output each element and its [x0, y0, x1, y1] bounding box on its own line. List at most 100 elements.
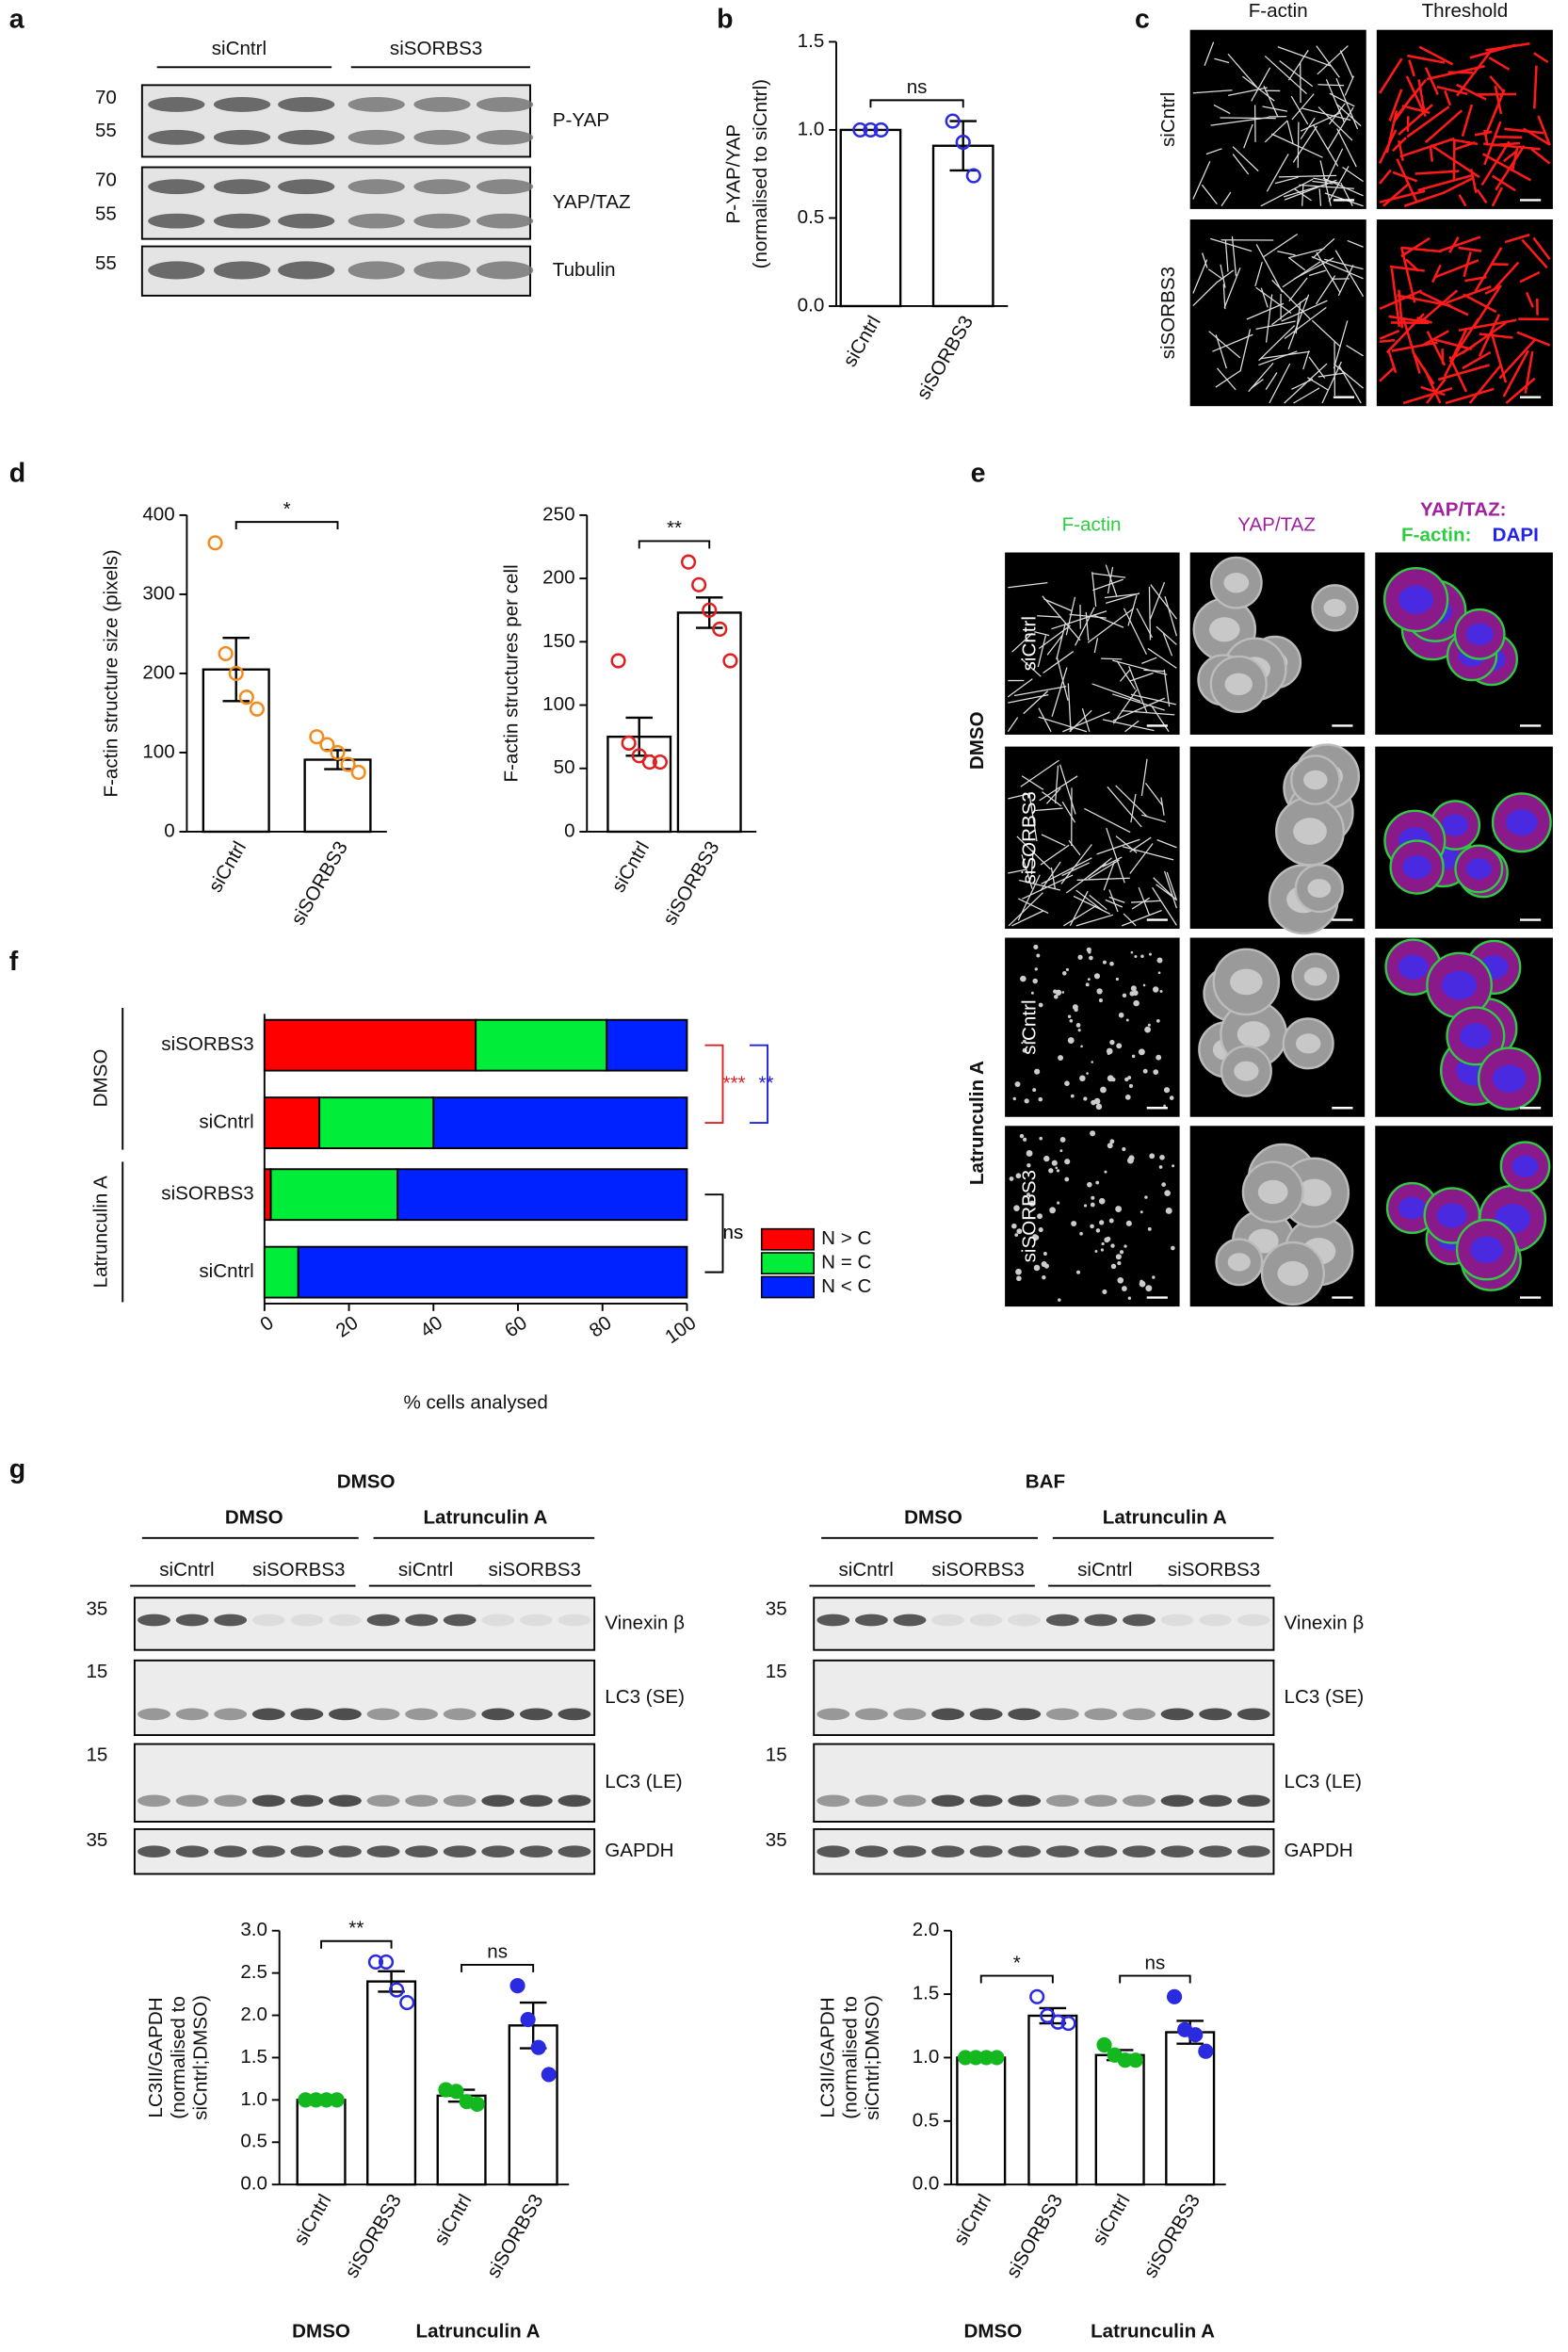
- x-group-label: DMSO: [292, 2321, 350, 2343]
- x-tick-label: 100: [661, 1312, 700, 1349]
- speckle: [1164, 1190, 1171, 1196]
- significance-bracket: [704, 1194, 722, 1272]
- speckle: [1034, 1265, 1041, 1272]
- speckle: [1140, 1280, 1143, 1284]
- blot-band: [894, 1709, 927, 1721]
- significance-label: *: [283, 498, 291, 520]
- speckle: [1156, 1019, 1160, 1023]
- blot-band: [1123, 1614, 1156, 1627]
- x-tick-label: siCntrl: [429, 2191, 476, 2249]
- data-point: [1168, 1990, 1181, 2003]
- blot-row-label: LC3 (LE): [605, 1771, 682, 1792]
- blot-band: [214, 1709, 247, 1721]
- bar: [1028, 2016, 1076, 2184]
- y-tick-label: siSORBS3: [161, 1183, 253, 1205]
- speckle: [1083, 1096, 1087, 1100]
- x-group-label: Latrunculin A: [1091, 2321, 1215, 2343]
- x-tick-label: siCntrl: [289, 2191, 335, 2249]
- blot-band: [367, 1794, 400, 1807]
- speckle: [1096, 988, 1102, 994]
- blot-row-label: LC3 (LE): [1285, 1771, 1362, 1792]
- legend-label: N = C: [821, 1252, 871, 1273]
- speckle: [1078, 1029, 1081, 1031]
- speckle: [1131, 951, 1134, 954]
- speckle: [1120, 1250, 1123, 1254]
- speckle: [1062, 991, 1065, 994]
- x-tick-label: siSORBS3: [287, 837, 352, 929]
- bar-segment: [476, 1020, 606, 1071]
- blot-band: [252, 1709, 285, 1721]
- blot-band: [278, 97, 334, 112]
- speckle: [1090, 1225, 1094, 1229]
- speckle: [1057, 1169, 1059, 1172]
- group-label: DMSO: [966, 711, 988, 770]
- blot-band: [970, 1614, 1003, 1627]
- blot-band: [931, 1845, 964, 1857]
- nucleus: [1296, 1033, 1320, 1053]
- speckle: [1064, 1080, 1070, 1086]
- significance-bracket: [870, 100, 962, 107]
- blot-band: [855, 1614, 888, 1627]
- legend-swatch: [762, 1253, 814, 1273]
- fiber: [1298, 122, 1299, 168]
- blot-row-label: Tubulin: [553, 259, 616, 281]
- nucleus: [1398, 955, 1429, 980]
- blot-band: [278, 214, 334, 229]
- speckle: [1116, 978, 1119, 981]
- y-axis-label: F-actin structure size (pixels): [101, 549, 122, 797]
- nucleus: [1398, 586, 1433, 614]
- y-tick-label: 1.5: [798, 30, 825, 52]
- blot-band: [1046, 1614, 1079, 1627]
- blot-band: [348, 214, 405, 229]
- speckle: [1013, 1097, 1016, 1100]
- speckle: [1122, 1147, 1125, 1151]
- blot-band: [444, 1794, 477, 1807]
- y-tick-label: 150: [542, 630, 574, 652]
- legend-swatch: [762, 1276, 814, 1297]
- blot-strip: [142, 168, 530, 239]
- y-axis-label: LC3II/GAPDH: [145, 1997, 167, 2117]
- nucleus: [1258, 1180, 1288, 1204]
- speckle: [1128, 1297, 1131, 1300]
- data-point: [522, 2013, 535, 2026]
- speckle: [1134, 955, 1137, 958]
- speckle: [1158, 971, 1161, 974]
- speckle: [1039, 1097, 1043, 1102]
- blot-band: [1084, 1794, 1117, 1807]
- data-point: [542, 2068, 556, 2082]
- blot-band: [278, 179, 334, 194]
- blot-band: [1084, 1845, 1117, 1857]
- x-tick-label: 20: [332, 1312, 363, 1342]
- y-tick-label: 400: [142, 503, 174, 525]
- blot-strip: [814, 1661, 1273, 1735]
- speckle: [1091, 1100, 1096, 1106]
- nucleus: [1437, 1203, 1467, 1227]
- fiber: [1431, 147, 1432, 162]
- treatment-label: Latrunculin A: [1103, 1507, 1227, 1529]
- bar: [367, 1982, 415, 2185]
- speckle: [1080, 1046, 1083, 1048]
- bar-segment: [433, 1097, 687, 1148]
- molecular-weight: 55: [95, 252, 117, 274]
- bar-segment: [265, 1169, 271, 1220]
- data-point: [1129, 2053, 1142, 2067]
- blot-band: [137, 1845, 170, 1857]
- speckle: [1039, 1137, 1043, 1141]
- significance-label: ns: [487, 1941, 508, 1963]
- lane-group-label: siCntrl: [212, 38, 267, 59]
- speckle: [1153, 986, 1158, 992]
- x-tick-label: 40: [416, 1312, 446, 1342]
- fiber: [1380, 340, 1395, 342]
- blot-band: [290, 1614, 323, 1627]
- blot-band: [1046, 1794, 1079, 1807]
- bar: [1096, 2055, 1144, 2184]
- data-point: [209, 536, 222, 549]
- nucleus: [1466, 624, 1494, 646]
- blot-band: [290, 1845, 323, 1857]
- y-tick-label: 2.0: [240, 2003, 267, 2025]
- blot-band: [1237, 1614, 1270, 1627]
- blot-band: [558, 1709, 590, 1721]
- blot-band: [444, 1709, 477, 1721]
- molecular-weight: 55: [95, 203, 117, 225]
- molecular-weight: 55: [95, 120, 117, 141]
